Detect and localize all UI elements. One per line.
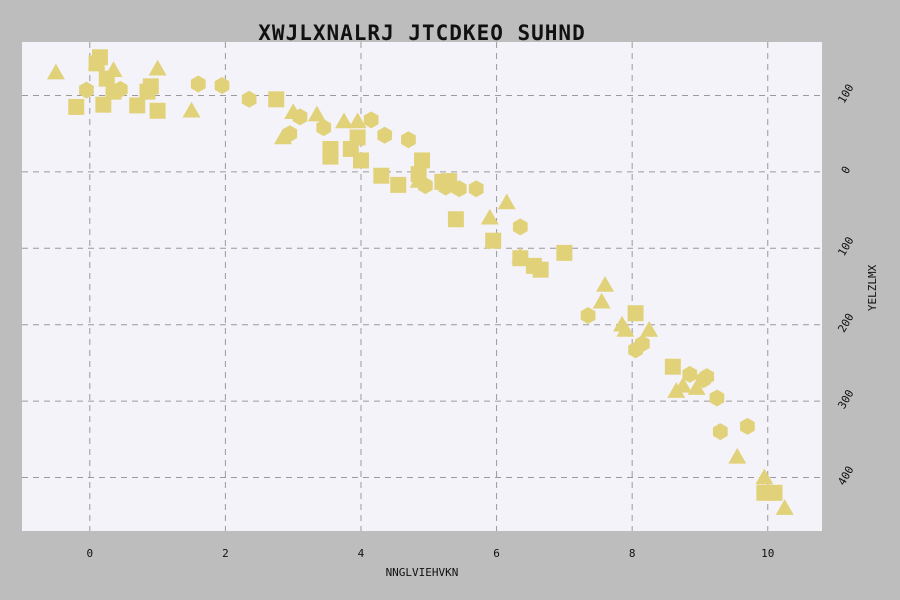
hexagon-point (512, 218, 528, 236)
hexagon-point (709, 389, 725, 407)
square-point (532, 261, 549, 278)
square-point (447, 211, 464, 228)
hexagon-point (712, 423, 728, 441)
data-points (46, 49, 794, 515)
y-tick-label: 200 (835, 311, 856, 335)
square-point (414, 152, 430, 169)
triangle-point (307, 105, 326, 122)
triangle-point (674, 376, 693, 393)
triangle-point (335, 112, 354, 129)
hexagon-point (634, 335, 650, 353)
hexagon-point (451, 180, 467, 198)
triangle-point (497, 193, 516, 210)
x-tick-label: 0 (86, 547, 93, 560)
square-point (88, 55, 105, 72)
square-point (512, 250, 529, 267)
hexagon-point (282, 125, 298, 143)
x-tick-label: 8 (629, 547, 636, 560)
x-tick-label: 4 (358, 547, 365, 560)
y-tick-labels: 100 0 100 200 300 400 (835, 82, 856, 488)
hexagon-point (682, 365, 698, 383)
hexagon-point (190, 75, 206, 93)
square-point (142, 78, 159, 95)
x-tick-label: 10 (761, 547, 774, 560)
triangle-point (148, 59, 167, 76)
square-point (68, 98, 85, 115)
hexagon-point (699, 368, 715, 386)
triangle-point (687, 379, 706, 395)
triangle-point (348, 112, 367, 129)
triangle-point (775, 499, 794, 515)
hexagon-point (363, 111, 379, 129)
triangle-point (596, 275, 615, 292)
hexagon-point (468, 180, 484, 198)
triangle-point (640, 321, 659, 337)
square-point (322, 148, 339, 165)
square-point (373, 167, 390, 184)
y-tick-label: 0 (839, 164, 854, 176)
triangle-point (182, 101, 201, 118)
x-tick-label: 2 (222, 547, 229, 560)
hexagon-point (740, 417, 755, 435)
triangle-point (592, 292, 611, 309)
square-point (664, 358, 681, 375)
triangle-point (755, 468, 774, 485)
square-point (268, 91, 285, 108)
x-tick-label: 6 (493, 547, 500, 560)
x-tick-labels: 0 2 4 6 8 10 (86, 547, 774, 560)
square-point (410, 166, 427, 183)
y-tick-label: 400 (835, 464, 856, 488)
y-tick-label: 100 (835, 235, 856, 259)
square-point (556, 244, 573, 261)
triangle-point (616, 321, 635, 337)
square-point (349, 129, 366, 146)
hexagon-point (241, 90, 257, 108)
hexagon-point (438, 178, 454, 196)
y-tick-label: 300 (835, 388, 856, 412)
x-axis-label: NNGLVIEHVKN (386, 566, 459, 579)
square-point (627, 305, 644, 322)
hexagon-point (377, 126, 393, 144)
chart-title: XWJLXNALRJ JTCDKEO SUHND (258, 21, 585, 45)
square-point (98, 70, 115, 87)
hexagon-point (316, 119, 332, 137)
hexagon-point (418, 177, 433, 195)
square-point (766, 484, 783, 501)
hexagon-point (79, 81, 94, 99)
hexagon-point (401, 131, 416, 149)
hexagon-point (214, 77, 230, 95)
square-point (390, 176, 407, 193)
square-point (485, 232, 502, 249)
triangle-point (480, 208, 499, 225)
hexagon-point (112, 80, 128, 98)
triangle-point (46, 63, 65, 80)
square-point (129, 97, 146, 114)
triangle-point (728, 447, 747, 464)
hexagon-point (292, 108, 308, 126)
square-point (95, 96, 112, 113)
square-point (149, 102, 166, 119)
y-axis-label: YELZLMX (866, 264, 879, 311)
plot-area (22, 42, 822, 531)
y-tick-label: 100 (835, 82, 856, 106)
hexagon-point (580, 307, 596, 325)
square-point (352, 152, 369, 169)
